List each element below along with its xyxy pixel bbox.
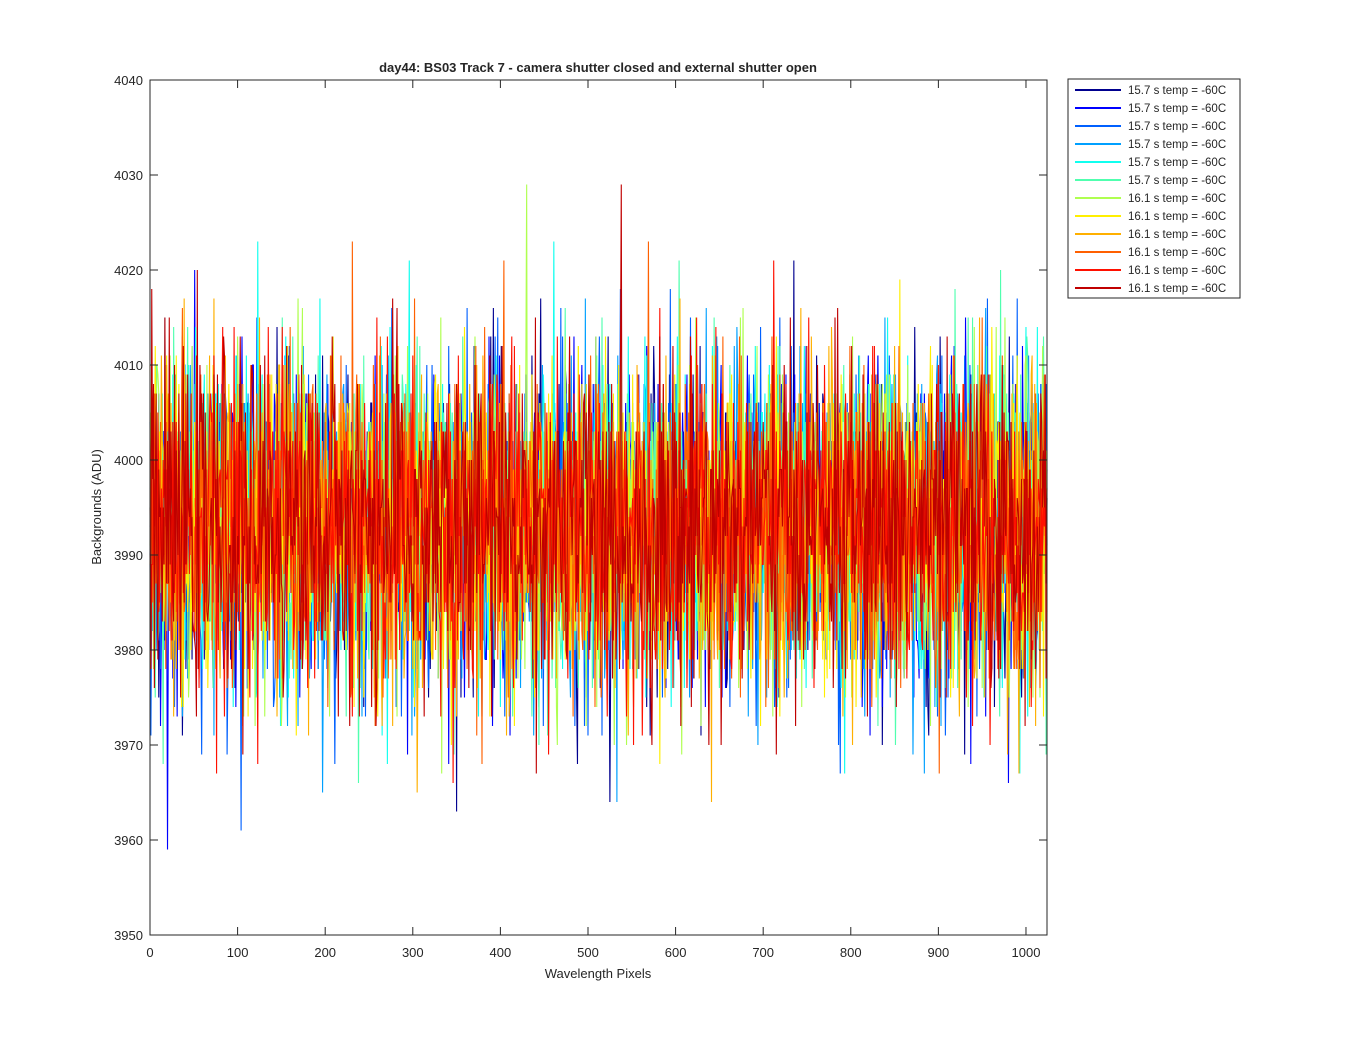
x-tick-label: 100: [227, 945, 249, 960]
legend-entry: 16.1 s temp = -60C: [1128, 265, 1226, 277]
y-tick-label: 4010: [114, 358, 143, 373]
x-tick-label: 300: [402, 945, 424, 960]
legend-entry: 15.7 s temp = -60C: [1128, 121, 1226, 133]
legend-entry: 15.7 s temp = -60C: [1128, 85, 1226, 97]
legend-entry: 15.7 s temp = -60C: [1128, 139, 1226, 151]
chart-title: day44: BS03 Track 7 - camera shutter clo…: [379, 60, 817, 75]
y-tick-label: 4000: [114, 453, 143, 468]
y-tick-label: 3950: [114, 928, 143, 943]
series-line-12: [149, 184, 1048, 774]
legend-entry: 15.7 s temp = -60C: [1128, 175, 1226, 187]
plot-frame: [149, 79, 1048, 936]
legend-entry: 16.1 s temp = -60C: [1128, 211, 1226, 223]
x-tick-label: 800: [840, 945, 862, 960]
y-tick-label: 3960: [114, 833, 143, 848]
x-tick-label: 500: [577, 945, 599, 960]
x-tick-label: 400: [490, 945, 512, 960]
x-tick-label: 600: [665, 945, 687, 960]
x-tick-label: 200: [314, 945, 336, 960]
x-axis-label: Wavelength Pixels: [545, 966, 652, 981]
y-tick-label: 3970: [114, 738, 143, 753]
y-tick-label: 4040: [114, 73, 143, 88]
y-axis-label: Backgrounds (ADU): [89, 449, 104, 565]
legend-entry: 16.1 s temp = -60C: [1128, 247, 1226, 259]
axes-layer: 0 100 200 300 400 500 600 700 800 900 1000 3950 3960…: [114, 73, 1047, 960]
legend-entry: 15.7 s temp = -60C: [1128, 103, 1226, 115]
x-tick-label: 1000: [1012, 945, 1041, 960]
series-layer: [149, 184, 1048, 850]
x-tick-label: 700: [752, 945, 774, 960]
y-tick-label: 4020: [114, 263, 143, 278]
legend-box: [1067, 78, 1241, 299]
y-tick-label: 3980: [114, 643, 143, 658]
legend-entry: 16.1 s temp = -60C: [1128, 283, 1226, 295]
y-tick-label: 3990: [114, 548, 143, 563]
legend-entry: 16.1 s temp = -60C: [1128, 193, 1226, 205]
legend: 15.7 s temp = -60C 15.7 s temp = -60C 15.7…: [1067, 78, 1241, 299]
x-tick-label: 900: [928, 945, 950, 960]
legend-entry: 15.7 s temp = -60C: [1128, 157, 1226, 169]
x-tick-label: 0: [146, 945, 153, 960]
legend-entry: 16.1 s temp = -60C: [1128, 229, 1226, 241]
y-tick-label: 4030: [114, 168, 143, 183]
